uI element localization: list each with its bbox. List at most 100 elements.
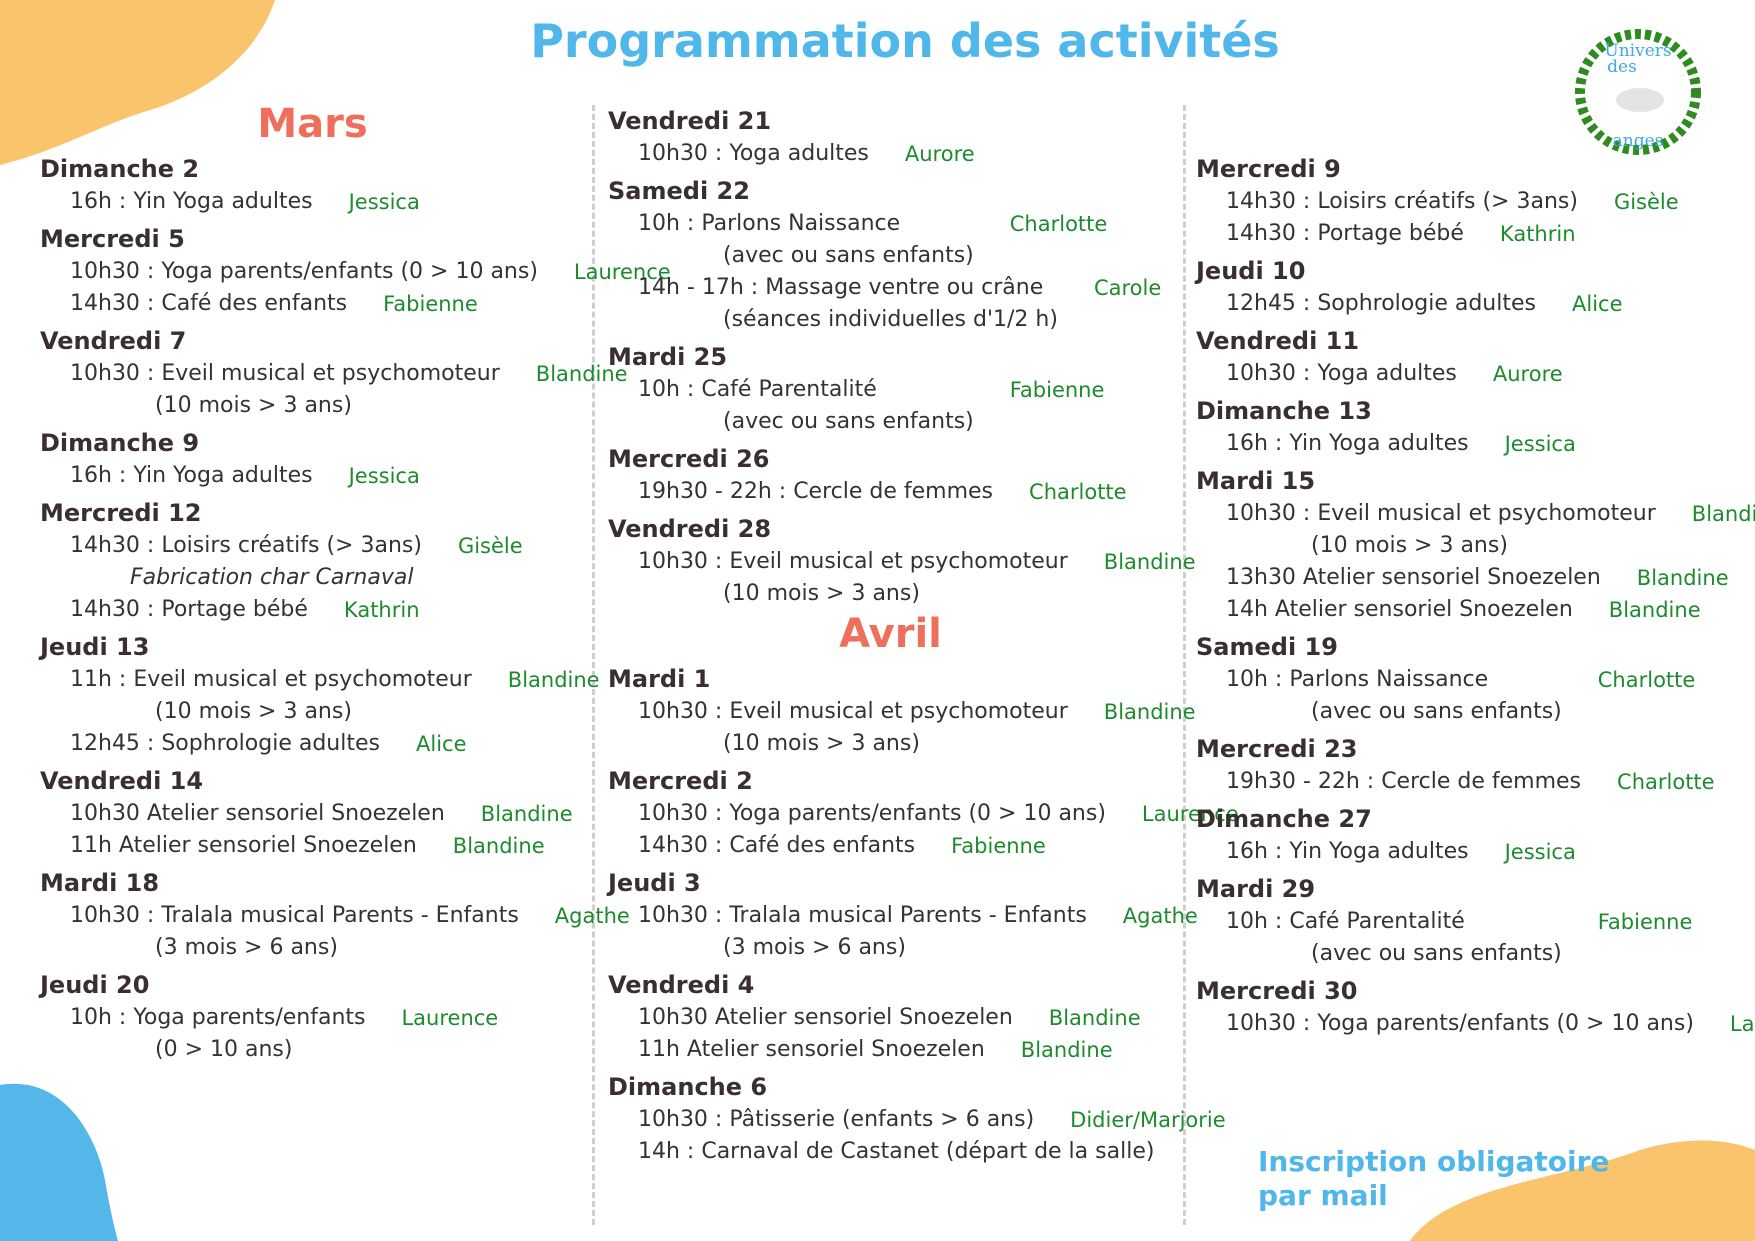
activity-line: 11h Atelier sensoriel Snoezelen (70, 833, 417, 858)
facilitator: Gisèle (1613, 190, 1679, 214)
activity: 12h45 : Sophrologie adultes Alice (40, 728, 585, 760)
day-heading: Vendredi 14 (40, 767, 204, 795)
activity: 11h Atelier sensoriel Snoezelen Blandine (608, 1034, 1173, 1066)
activity-line: 10h : Parlons Naissance (638, 211, 901, 236)
activity-text: 10h : Café Parentalité (avec ou sans enfa… (638, 374, 974, 438)
activity-text: 10h30 : Yoga adultes (1226, 358, 1457, 390)
facilitator: Blandine (535, 362, 628, 386)
activity: 10h30 : Eveil musical et psychomoteur (10… (1196, 498, 1755, 562)
activity: 16h : Yin Yoga adultes Jessica (1196, 428, 1736, 460)
facilitator: Blandine (1048, 1006, 1141, 1030)
activity-line: (avec ou sans enfants) (1311, 699, 1562, 724)
facilitator: Gisèle (457, 534, 523, 558)
logo-text: Univers des anges (1604, 41, 1671, 151)
day-heading: Mardi 18 (40, 869, 160, 897)
activity-text: 10h30 : Eveil musical et psychomoteur (10… (70, 358, 500, 422)
activity: 10h30 : Pâtisserie (enfants > 6 ans) Didi… (608, 1104, 1226, 1136)
activity: 11h Atelier sensoriel Snoezelen Blandine (40, 830, 585, 862)
activity: 14h30 : Loisirs créatifs (> 3ans) Fabrica… (40, 530, 585, 594)
logo-line: anges (1613, 131, 1664, 151)
activity-text: 10h30 : Yoga parents/enfants (0 > 10 ans… (1226, 1008, 1694, 1040)
facilitator: Charlotte (1597, 668, 1696, 692)
facilitator: Carole (1093, 276, 1162, 300)
activity-text: 10h30 : Yoga adultes (638, 138, 869, 170)
laurel (1575, 29, 1701, 155)
activity-line: 16h : Yin Yoga adultes (70, 189, 313, 214)
activity-text: 14h30 : Portage bébé (1226, 218, 1464, 250)
activity-text: 14h30 : Portage bébé (70, 594, 308, 626)
activity-text: 12h45 : Sophrologie adultes (70, 728, 380, 760)
activity: 10h30 : Tralala musical Parents - Enfant… (608, 900, 1198, 964)
month-heading: Mars (257, 101, 368, 147)
activity-line: 10h : Café Parentalité (638, 377, 877, 402)
day-heading: Samedi 19 (1196, 633, 1338, 661)
day-heading: Samedi 22 (608, 177, 750, 205)
activity-line: 19h30 - 22h : Cercle de femmes (638, 479, 994, 504)
activity-line: 14h30 : Loisirs créatifs (> 3ans) (70, 533, 422, 558)
day-heading: Jeudi 13 (40, 633, 150, 661)
facilitator: Jessica (348, 190, 420, 214)
activity: 10h30 : Yoga parents/enfants (0 > 10 ans… (608, 798, 1239, 830)
facilitator: Alice (1572, 292, 1623, 316)
facilitator: Blandine (1103, 550, 1196, 574)
title: Programmation des activités (530, 14, 1280, 68)
day-heading: Mercredi 23 (1196, 735, 1358, 763)
activity-text: 19h30 - 22h : Cercle de femmes (1226, 766, 1581, 798)
day-heading: Dimanche 6 (608, 1073, 768, 1101)
activity: 19h30 - 22h : Cercle de femmes Charlotte (608, 476, 1173, 508)
day-heading: Mercredi 5 (40, 225, 185, 253)
activity: 14h Atelier sensoriel Snoezelen Blandine (1196, 594, 1736, 626)
activity-text: 16h : Yin Yoga adultes (70, 186, 313, 218)
activity: 16h : Yin Yoga adultes Jessica (40, 460, 585, 492)
facilitator: Blandine (1636, 566, 1729, 590)
day-heading: Mardi 1 (608, 665, 711, 693)
footer-line: Inscription obligatoire (1258, 1145, 1610, 1178)
activity: 10h : Parlons Naissance (avec ou sans enf… (1196, 664, 1736, 728)
activity-line: (3 mois > 6 ans) (155, 935, 338, 960)
activity: 14h30 : Portage bébé Kathrin (40, 594, 585, 626)
blob-bottom-right (1410, 1140, 1755, 1241)
day-heading: Vendredi 7 (40, 327, 187, 355)
facilitator: Blandine (452, 834, 545, 858)
activity: 14h - 17h : Massage ventre ou crâne (séan… (608, 272, 1173, 336)
activity-line: (10 mois > 3 ans) (1311, 533, 1508, 558)
day-heading: Mercredi 30 (1196, 977, 1358, 1005)
activity: 10h30 : Yoga parents/enfants (0 > 10 ans… (1196, 1008, 1755, 1040)
blob-bottom-left (0, 1083, 118, 1241)
activity-line: 10h30 : Yoga adultes (1226, 361, 1457, 386)
activity-line: (10 mois > 3 ans) (155, 393, 352, 418)
activity-line: 10h30 : Eveil musical et psychomoteur (1226, 501, 1656, 526)
activity: 14h30 : Portage bébé Kathrin (1196, 218, 1736, 250)
activity: 14h : Carnaval de Castanet (départ de la… (608, 1136, 1173, 1168)
activity-text: 12h45 : Sophrologie adultes (1226, 288, 1536, 320)
activity-line: (avec ou sans enfants) (723, 243, 974, 268)
activity-line: 19h30 - 22h : Cercle de femmes (1226, 769, 1582, 794)
logo-line: des (1607, 57, 1637, 77)
facilitator: Laurence (401, 1006, 499, 1030)
activity-line: 14h30 : Café des enfants (70, 291, 348, 316)
activity-text: 10h30 : Tralala musical Parents - Enfant… (638, 900, 1087, 964)
day-heading: Mercredi 12 (40, 499, 202, 527)
facilitator: Laurence (1729, 1012, 1755, 1036)
activity-text: 14h - 17h : Massage ventre ou crâne (séan… (638, 272, 1058, 336)
facilitator: Jessica (1504, 432, 1576, 456)
day-heading: Vendredi 4 (608, 971, 755, 999)
activity-line: (séances individuelles d'1/2 h) (723, 307, 1058, 332)
activity-line: 10h30 : Tralala musical Parents - Enfant… (70, 903, 519, 928)
activity: 10h : Yoga parents/enfants (0 > 10 ans) La… (40, 1002, 585, 1066)
activity: 14h30 : Loisirs créatifs (> 3ans) Gisèle (1196, 186, 1736, 218)
activity-line: 14h30 : Portage bébé (70, 597, 308, 622)
activity: 10h : Parlons Naissance (avec ou sans enf… (608, 208, 1173, 272)
facilitator: Aurore (1492, 362, 1563, 386)
activity-line: (0 > 10 ans) (155, 1037, 293, 1062)
day-heading: Jeudi 3 (608, 869, 701, 897)
activity-text: 14h30 : Café des enfants (70, 288, 347, 320)
activity: 10h30 : Yoga parents/enfants (0 > 10 ans… (40, 256, 671, 288)
activity: 14h30 : Café des enfants Fabienne (40, 288, 585, 320)
activity-text: 14h : Carnaval de Castanet (départ de la… (638, 1136, 1154, 1168)
activity-line: 10h30 : Tralala musical Parents - Enfant… (638, 903, 1087, 928)
facilitator: Kathrin (343, 598, 420, 622)
activity-text: 14h Atelier sensoriel Snoezelen (1226, 594, 1573, 626)
